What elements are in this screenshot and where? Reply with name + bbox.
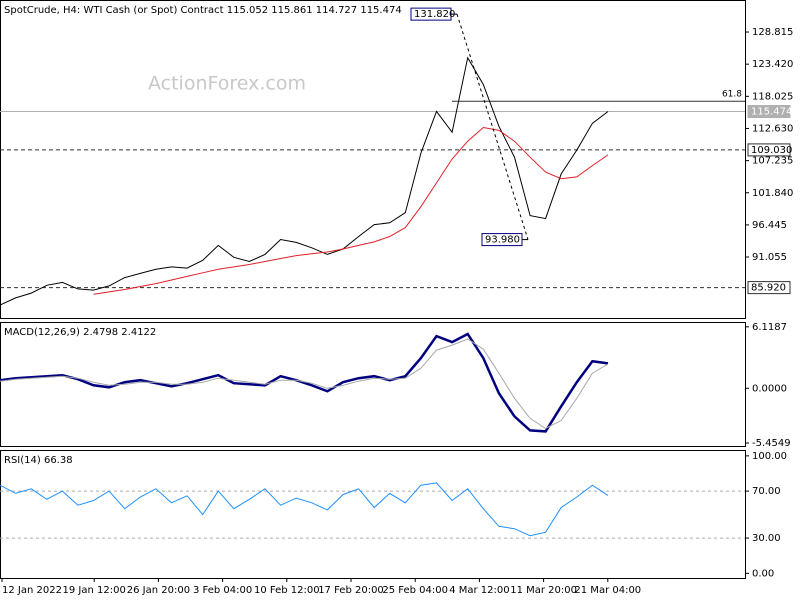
y-tick-label: 6.1187	[752, 322, 787, 333]
watermark: ActionForex.com	[148, 73, 306, 95]
y-tick-label: 123.420	[752, 59, 793, 70]
y-tick-label: 118.025	[752, 91, 793, 102]
y-tick-label: 101.840	[752, 188, 793, 199]
y-tick-label: 0.0000	[752, 383, 787, 394]
series-line	[0, 482, 609, 537]
x-tick-label: 26 Jan 20:00	[127, 585, 190, 596]
x-tick-label: 11 Mar 20:00	[510, 585, 577, 596]
panel-title: MACD(12,26,9) 2.4798 2.4122	[4, 327, 156, 338]
panel-frame	[0, 0, 746, 319]
x-tick-label: 17 Feb 20:00	[318, 585, 384, 596]
panel-title: RSI(14) 66.38	[4, 455, 73, 466]
annotation-label: 131.820	[414, 9, 455, 20]
y-tick-label: 128.815	[752, 27, 793, 38]
level-label: 115.474	[751, 107, 792, 118]
y-tick-label: 100.00	[752, 451, 787, 462]
level-label: 109.030	[751, 145, 792, 156]
y-tick-label: 107.235	[752, 156, 793, 167]
level-label-box	[747, 105, 791, 119]
x-tick-label: 25 Feb 04:00	[382, 585, 448, 596]
level-label: 85.920	[751, 283, 786, 294]
panel-frame	[0, 322, 746, 447]
y-tick-label: 0.00	[752, 568, 774, 579]
panel-frame	[0, 450, 746, 579]
y-tick-label: 30.00	[752, 533, 781, 544]
series-line	[93, 126, 609, 295]
x-tick-label: 12 Jan 2022	[2, 585, 62, 596]
y-tick-label: -5.4549	[752, 438, 791, 449]
fib-label: 61.8	[722, 90, 742, 100]
x-tick-label: 3 Feb 04:00	[193, 585, 252, 596]
y-tick-label: 91.055	[752, 252, 787, 263]
level-label-box	[747, 143, 791, 157]
x-tick-label: 4 Mar 12:00	[449, 585, 509, 596]
level-label-box	[747, 281, 791, 295]
x-tick-label: 19 Jan 12:00	[63, 585, 126, 596]
y-tick-label: 96.445	[752, 220, 787, 231]
series-line	[0, 332, 609, 433]
annotation-label: 93.980	[485, 235, 520, 246]
x-tick-label: 21 Mar 04:00	[574, 585, 641, 596]
series-line	[0, 338, 609, 429]
y-tick-label: 112.630	[752, 123, 793, 134]
panel-title: SpotCrude, H4: WTI Cash (or Spot) Contra…	[4, 5, 402, 16]
x-tick-label: 10 Feb 12:00	[254, 585, 320, 596]
series-line	[0, 56, 609, 306]
y-tick-label: 70.00	[752, 486, 781, 497]
